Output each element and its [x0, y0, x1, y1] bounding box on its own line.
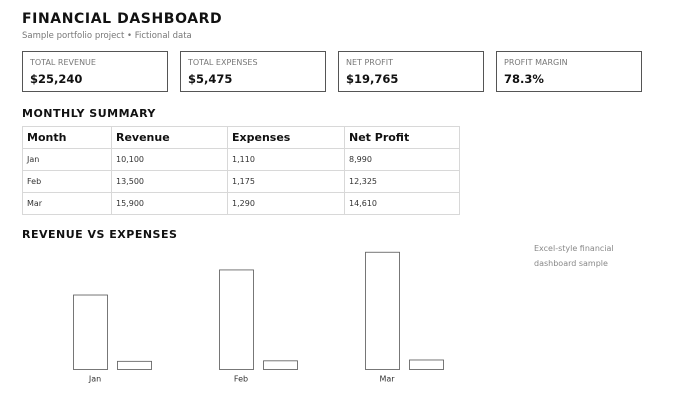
monthly-summary-heading: MONTHLY SUMMARY: [22, 107, 156, 120]
revenue-vs-expenses-chart: Jan Feb Mar: [73, 251, 444, 384]
kpi-card-total-expenses: TOTAL EXPENSES $5,475: [180, 51, 326, 92]
table-cell: Jan: [22, 148, 112, 171]
table-cell: 12,325: [344, 170, 460, 193]
x-tick-label: Mar: [379, 375, 395, 384]
table-cell: 1,110: [227, 148, 345, 171]
table-row: Mar 15,900 1,290 14,610: [22, 192, 460, 215]
page-title: FINANCIAL DASHBOARD: [22, 11, 223, 27]
expenses-bar-feb: [263, 360, 298, 370]
chart-heading: REVENUE VS EXPENSES: [22, 228, 178, 241]
revenue-bar-feb: [219, 269, 254, 370]
column-header: Month: [22, 126, 112, 149]
table-cell: 8,990: [344, 148, 460, 171]
table-row: Feb 13,500 1,175 12,325: [22, 170, 460, 193]
table-cell: Mar: [22, 192, 112, 215]
table-cell: 10,100: [111, 148, 228, 171]
kpi-card-total-revenue: TOTAL REVENUE $25,240: [22, 51, 168, 92]
column-header: Revenue: [111, 126, 228, 149]
table-cell: 14,610: [344, 192, 460, 215]
kpi-card-profit-margin: PROFIT MARGIN 78.3%: [496, 51, 642, 92]
x-tick-label: Jan: [88, 375, 101, 384]
table-cell: 1,175: [227, 170, 345, 193]
expenses-bar-mar: [409, 359, 444, 370]
revenue-bar-jan: [73, 294, 108, 370]
column-header: Expenses: [227, 126, 345, 149]
table-cell: Feb: [22, 170, 112, 193]
revenue-bar-mar: [365, 251, 400, 370]
expenses-bar-jan: [117, 360, 152, 370]
kpi-label: TOTAL REVENUE: [30, 58, 96, 67]
kpi-card-net-profit: NET PROFIT $19,765: [338, 51, 484, 92]
chart-note: Excel-style financial dashboard sample: [534, 244, 614, 268]
kpi-label: PROFIT MARGIN: [504, 58, 568, 67]
table-row: Jan 10,100 1,110 8,990: [22, 148, 460, 171]
kpi-value: $5,475: [188, 72, 233, 86]
kpi-value: $19,765: [346, 72, 399, 86]
x-tick-label: Feb: [234, 375, 248, 384]
column-header: Net Profit: [344, 126, 460, 149]
monthly-summary-table: Month Revenue Expenses Net Profit Jan 10…: [22, 126, 460, 215]
kpi-label: TOTAL EXPENSES: [188, 58, 258, 67]
page-subtitle: Sample portfolio project • Fictional dat…: [22, 31, 192, 41]
table-header-row: Month Revenue Expenses Net Profit: [22, 126, 460, 149]
table-cell: 15,900: [111, 192, 228, 215]
table-cell: 1,290: [227, 192, 345, 215]
kpi-value: $25,240: [30, 72, 83, 86]
kpi-value: 78.3%: [504, 72, 544, 86]
table-cell: 13,500: [111, 170, 228, 193]
kpi-label: NET PROFIT: [346, 58, 393, 67]
